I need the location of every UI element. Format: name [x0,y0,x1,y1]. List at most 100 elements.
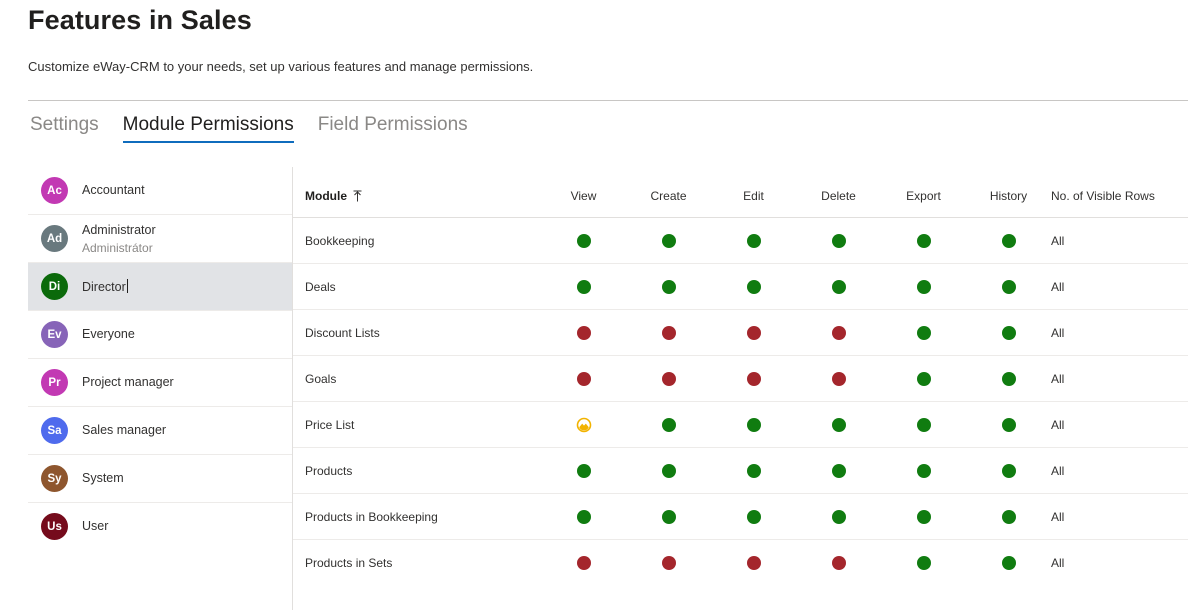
permission-cell-history[interactable] [966,309,1051,356]
permission-cell-edit[interactable] [711,263,796,310]
green-dot-icon [746,463,761,478]
tab-bar: Settings Module Permissions Field Permis… [30,114,492,143]
permission-cell-create[interactable] [626,263,711,310]
text-cursor [126,279,128,293]
visible-rows-value[interactable]: All [1051,493,1188,540]
visible-rows-value[interactable]: All [1051,309,1188,356]
module-name: Goals [293,355,541,402]
visible-rows-value[interactable]: All [1051,217,1188,264]
role-item-user[interactable]: Us User [28,503,292,550]
role-item-director[interactable]: Di Director [28,263,292,311]
column-header-edit[interactable]: Edit [711,174,796,218]
green-dot-icon [831,417,846,432]
table-row[interactable]: Products in Bookkeeping All [293,493,1188,540]
permission-cell-export[interactable] [881,263,966,310]
permission-cell-create[interactable] [626,493,711,540]
role-name: Sales manager [82,423,167,437]
permission-cell-delete[interactable] [796,540,881,586]
table-row[interactable]: Price List All [293,401,1188,448]
permission-cell-create[interactable] [626,401,711,448]
permission-cell-export[interactable] [881,493,966,540]
permission-cell-export[interactable] [881,217,966,264]
tab-settings[interactable]: Settings [30,114,99,135]
column-header-view[interactable]: View [541,174,626,218]
role-item-sales-manager[interactable]: Sa Sales manager [28,407,292,455]
permission-cell-create[interactable] [626,309,711,356]
permission-cell-edit[interactable] [711,355,796,402]
role-item-system[interactable]: Sy System [28,455,292,503]
tab-field-permissions[interactable]: Field Permissions [317,114,468,135]
column-header-delete[interactable]: Delete [796,174,881,218]
permission-cell-view[interactable] [541,217,626,264]
permission-cell-create[interactable] [626,540,711,586]
permission-cell-view[interactable] [541,309,626,356]
permission-cell-export[interactable] [881,540,966,586]
column-header-module-label: Module [305,188,347,203]
table-row[interactable]: Deals All [293,263,1188,310]
permission-cell-edit[interactable] [711,493,796,540]
permission-cell-view[interactable] [541,493,626,540]
visible-rows-value[interactable]: All [1051,401,1188,448]
permission-cell-delete[interactable] [796,217,881,264]
table-row[interactable]: Discount Lists All [293,309,1188,356]
permission-cell-view[interactable] [541,540,626,586]
visible-rows-value[interactable]: All [1051,555,1065,570]
column-header-visible-rows[interactable]: No. of Visible Rows [1051,174,1188,218]
permission-cell-edit[interactable] [711,540,796,586]
module-name: Price List [293,401,541,448]
permission-cell-view[interactable] [541,355,626,402]
permission-cell-history[interactable] [966,401,1051,448]
permission-cell-history[interactable] [966,493,1051,540]
permission-cell-edit[interactable] [711,217,796,264]
permission-cell-view[interactable] [541,447,626,494]
permission-cell-create[interactable] [626,355,711,402]
permission-cell-delete[interactable] [796,447,881,494]
permission-cell-history[interactable] [966,447,1051,494]
column-header-create[interactable]: Create [626,174,711,218]
permission-cell-create[interactable] [626,217,711,264]
permission-cell-export[interactable] [881,447,966,494]
permission-cell-delete[interactable] [796,493,881,540]
column-header-export[interactable]: Export [881,174,966,218]
permission-cell-create[interactable] [626,447,711,494]
role-item-administrator[interactable]: Ad Administrator Administrátor [28,215,292,263]
column-header-module[interactable]: Module [293,174,541,218]
permission-cell-delete[interactable] [796,263,881,310]
visible-rows-value[interactable]: All [1051,263,1188,310]
permission-cell-export[interactable] [881,309,966,356]
permission-cell-history[interactable] [966,263,1051,310]
visible-rows-value[interactable]: All [1051,355,1188,402]
permission-cell-edit[interactable] [711,309,796,356]
permission-cell-export[interactable] [881,355,966,402]
permission-cell-delete[interactable] [796,309,881,356]
permission-cell-export[interactable] [881,401,966,448]
table-row[interactable]: Products in Sets All [293,540,1188,586]
module-name: Products in Bookkeeping [293,493,541,540]
table-row[interactable]: Products All [293,447,1188,494]
role-item-everyone[interactable]: Ev Everyone [28,311,292,359]
permission-cell-edit[interactable] [711,447,796,494]
table-row[interactable]: Bookkeeping All [293,217,1188,264]
permission-cell-history[interactable] [966,217,1051,264]
tab-module-permissions[interactable]: Module Permissions [122,114,294,143]
green-dot-icon [576,463,591,478]
role-item-project-manager[interactable]: Pr Project manager [28,359,292,407]
red-dot-icon [746,555,761,570]
green-dot-icon [661,417,676,432]
table-row[interactable]: Goals All [293,355,1188,402]
visible-rows-value[interactable]: All [1051,447,1188,494]
role-name: Accountant [82,183,145,197]
column-header-history[interactable]: History [966,174,1051,218]
permission-cell-view[interactable] [541,263,626,310]
avatar: Sa [41,417,68,444]
green-dot-icon [1001,371,1016,386]
role-item-accountant[interactable]: Ac Accountant [28,167,292,215]
permission-cell-history[interactable] [966,540,1051,586]
red-dot-icon [576,555,591,570]
green-dot-icon [916,279,931,294]
permission-cell-delete[interactable] [796,401,881,448]
permission-cell-edit[interactable] [711,401,796,448]
permission-cell-history[interactable] [966,355,1051,402]
permission-cell-view[interactable] [541,401,626,448]
permission-cell-delete[interactable] [796,355,881,402]
